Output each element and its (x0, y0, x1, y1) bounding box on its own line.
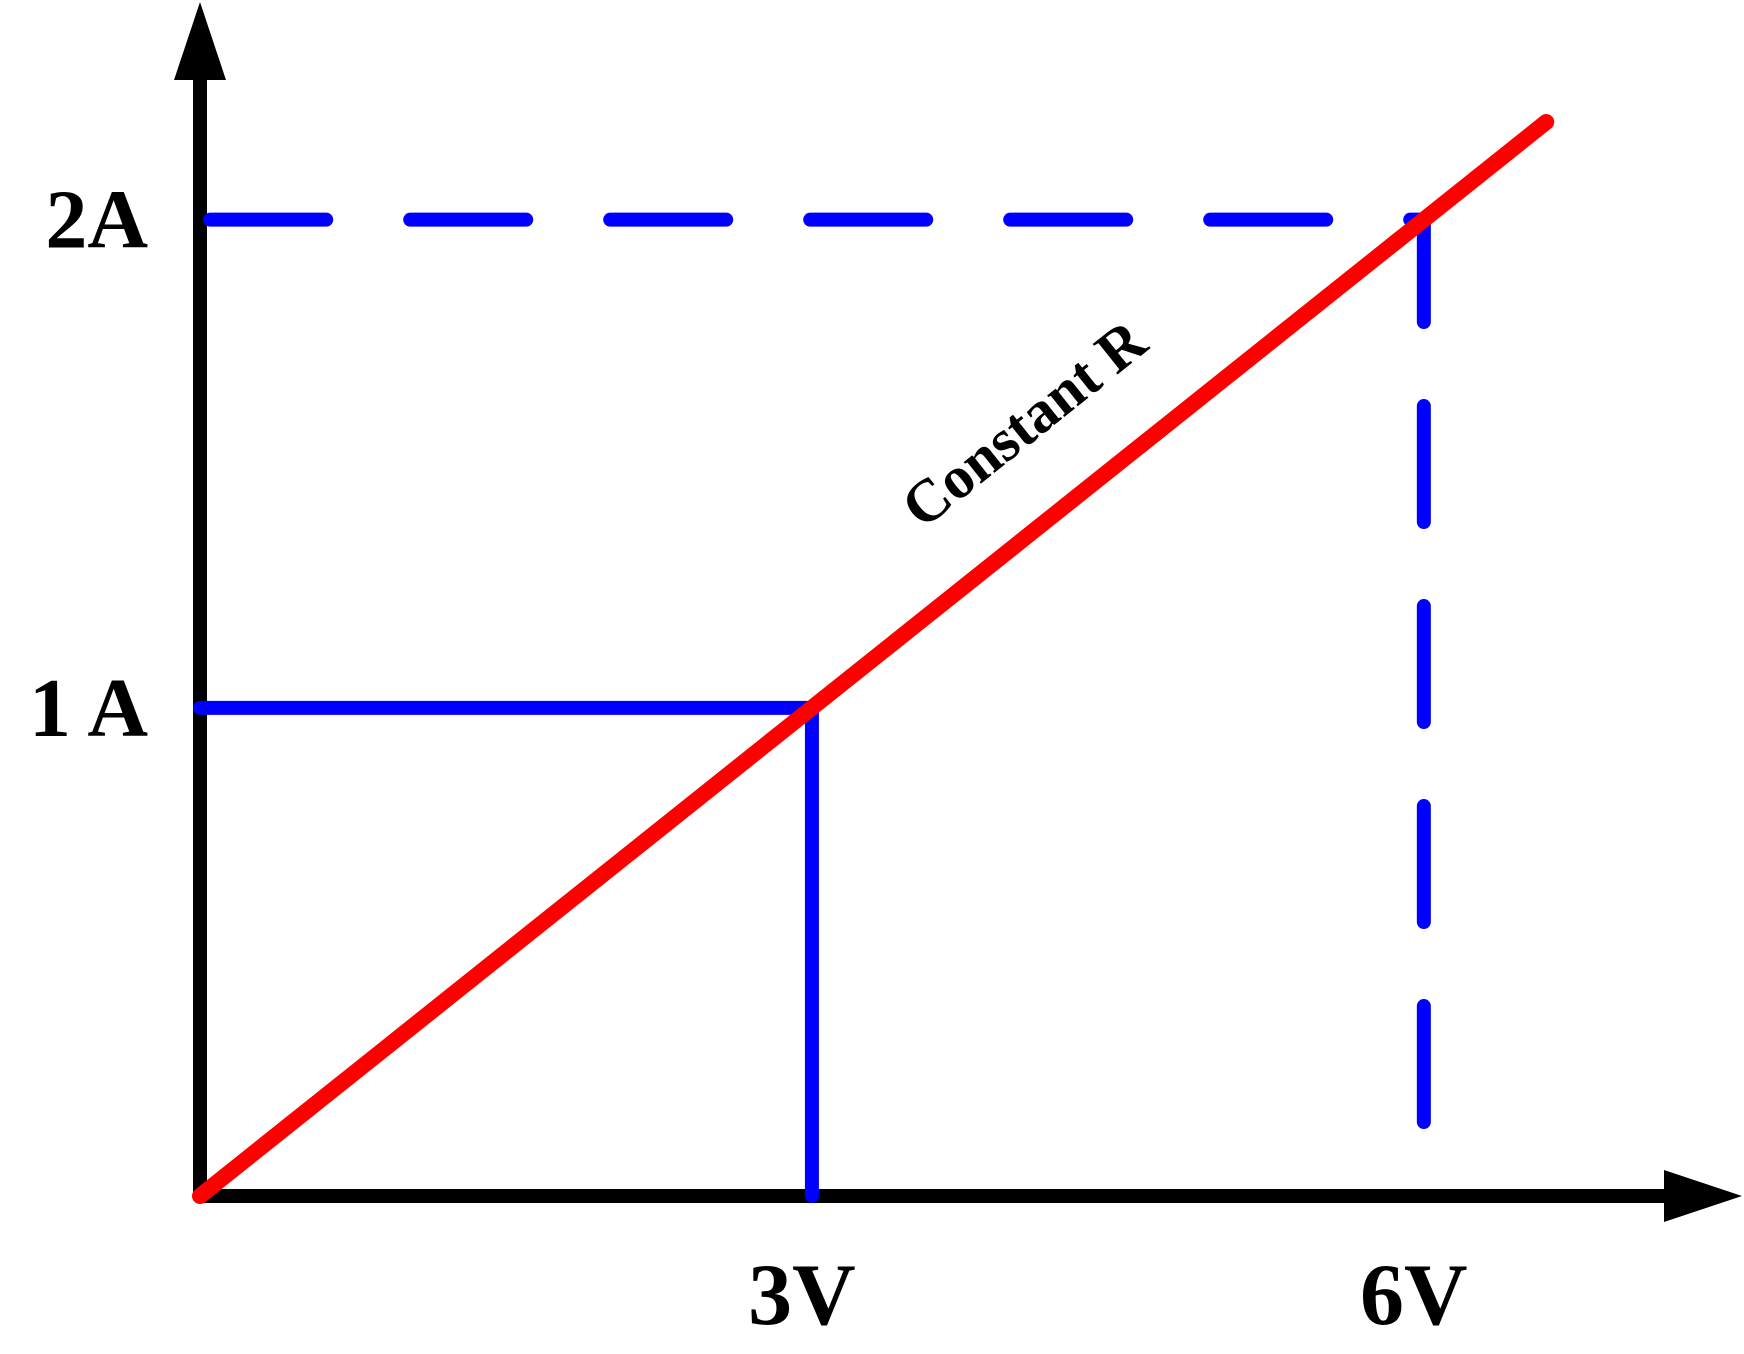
y-axis-arrowhead (174, 2, 226, 80)
y-tick-label: 2A (45, 174, 148, 267)
series-line-constant-r (192, 114, 1555, 1204)
series-layer (192, 114, 1555, 1204)
x-tick-label: 3V (748, 1247, 856, 1344)
series-annotation: Constant R (889, 307, 1159, 541)
axes (174, 2, 1742, 1222)
x-axis-arrowhead (1664, 1170, 1742, 1222)
annotations: Constant R (889, 307, 1159, 541)
y-tick-label: 1 A (29, 662, 148, 755)
tick-labels: 3V 6V 1 A 2A (29, 174, 1468, 1344)
x-tick-label: 6V (1360, 1247, 1468, 1344)
